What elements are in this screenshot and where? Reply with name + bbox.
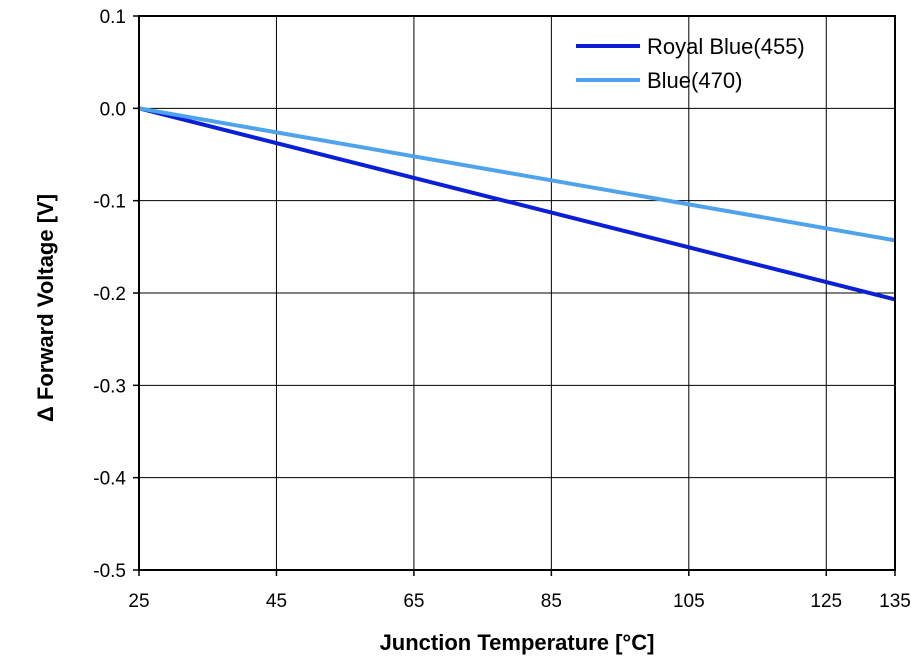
x-tick-label: 25 [128,591,149,612]
y-tick-label: -0.1 [93,192,126,213]
tick-labels: 25 45 65 85 105 125 135 0.1 0.0 -0.1 -0.2 -0.3 -0.4 -… [93,7,911,612]
y-tick-label: -0.3 [93,376,126,397]
legend: Royal Blue(455) Blue(470) [576,34,805,93]
x-tick-label: 45 [266,591,287,612]
y-tick-label: 0.0 [100,99,126,120]
y-tick-label: -0.5 [93,561,126,582]
series-line [138,106,896,302]
series-lines [138,106,896,302]
y-tick-label: -0.2 [93,284,126,305]
x-tick-label: 105 [673,591,705,612]
y-tick-label: 0.1 [100,7,126,28]
series-line [138,106,896,243]
x-tick-label: 85 [541,591,562,612]
legend-label: Blue(470) [647,68,742,93]
legend-label: Royal Blue(455) [647,34,805,59]
x-tick-label: 65 [403,591,424,612]
x-axis-title: Junction Temperature [°C] [380,630,655,655]
grid [139,16,895,570]
x-tick-label: 125 [810,591,842,612]
y-tick-label: -0.4 [93,469,126,490]
x-tick-label: 135 [879,591,911,612]
y-axis-title: Δ Forward Voltage [V] [33,194,58,422]
